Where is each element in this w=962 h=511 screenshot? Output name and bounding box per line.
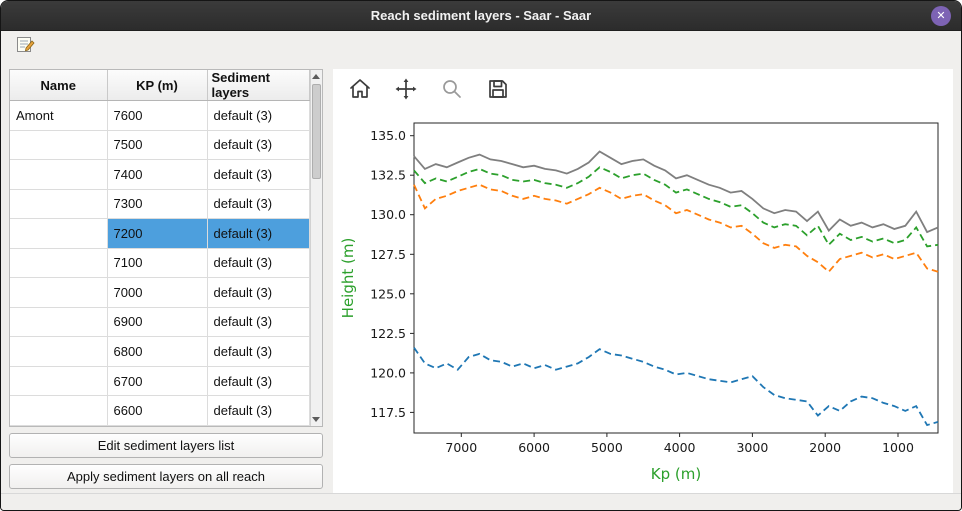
layers-cell[interactable]: default (3) [207, 366, 310, 397]
sediment-table: Name KP (m) Sediment layers Amont 7600 def… [10, 70, 310, 426]
table-row[interactable]: 7300 default (3) [10, 189, 310, 220]
svg-text:132.5: 132.5 [370, 168, 406, 183]
layers-cell[interactable]: default (3) [207, 248, 310, 279]
column-header-name[interactable]: Name [10, 70, 108, 101]
kp-cell[interactable]: 6800 [107, 336, 208, 367]
svg-text:122.5: 122.5 [370, 326, 406, 341]
name-cell[interactable] [10, 336, 108, 367]
layers-cell[interactable]: default (3) [207, 130, 310, 161]
svg-text:Height (m): Height (m) [339, 238, 357, 319]
svg-text:130.0: 130.0 [370, 207, 406, 222]
chart-area[interactable]: 7000 6000 5000 4000 3000 2000 1000 117.5 120.0 12… [333, 111, 953, 494]
layers-cell[interactable]: default (3) [207, 395, 310, 426]
name-cell[interactable] [10, 218, 108, 249]
table-row[interactable]: 7500 default (3) [10, 130, 310, 161]
window-title: Reach sediment layers - Saar - Saar [370, 8, 592, 23]
table-row[interactable]: 6700 default (3) [10, 366, 310, 397]
kp-cell[interactable]: 7100 [107, 248, 208, 279]
close-button[interactable]: ✕ [931, 6, 951, 26]
table-scrollbar[interactable] [309, 70, 323, 426]
name-cell[interactable] [10, 307, 108, 338]
name-cell[interactable]: Amont [10, 100, 108, 131]
name-cell[interactable] [10, 159, 108, 190]
apply-sediment-layers-button[interactable]: Apply sediment layers on all reach [9, 464, 323, 489]
scroll-down-arrow-icon[interactable] [311, 413, 323, 426]
kp-cell[interactable]: 7200 [107, 218, 208, 249]
table-body: Amont 7600 default (3) 7500 default (3) 7400 d… [10, 100, 310, 426]
edit-sediment-layers-button[interactable] [13, 34, 37, 58]
table-row[interactable]: Amont 7600 default (3) [10, 100, 310, 131]
svg-text:4000: 4000 [664, 440, 696, 455]
pan-button[interactable] [391, 75, 421, 105]
kp-cell[interactable]: 6600 [107, 395, 208, 426]
kp-cell[interactable]: 6900 [107, 307, 208, 338]
save-button[interactable] [483, 75, 513, 105]
home-icon [348, 77, 372, 104]
plot-panel: 7000 6000 5000 4000 3000 2000 1000 117.5 120.0 12… [333, 69, 953, 494]
column-header-kp[interactable]: KP (m) [107, 70, 208, 101]
zoom-button[interactable] [437, 75, 467, 105]
svg-text:120.0: 120.0 [370, 365, 406, 380]
top-toolbar [1, 31, 961, 61]
column-header-sediment-layers[interactable]: Sediment layers [207, 70, 310, 101]
sediment-table-box: Name KP (m) Sediment layers Amont 7600 def… [9, 69, 323, 427]
plot-toolbar [333, 69, 953, 111]
svg-text:117.5: 117.5 [370, 405, 406, 420]
svg-text:135.0: 135.0 [370, 128, 406, 143]
name-cell[interactable] [10, 248, 108, 279]
svg-text:2000: 2000 [809, 440, 841, 455]
svg-text:125.0: 125.0 [370, 286, 406, 301]
kp-cell[interactable]: 7600 [107, 100, 208, 131]
table-row[interactable]: 7400 default (3) [10, 159, 310, 190]
main-content: Name KP (m) Sediment layers Amont 7600 def… [1, 61, 961, 494]
table-header-row: Name KP (m) Sediment layers [10, 70, 310, 101]
layers-cell[interactable]: default (3) [207, 100, 310, 131]
zoom-icon [440, 77, 464, 104]
kp-cell[interactable]: 7500 [107, 130, 208, 161]
table-row[interactable]: 6800 default (3) [10, 336, 310, 367]
chart-svg: 7000 6000 5000 4000 3000 2000 1000 117.5 120.0 12… [339, 122, 939, 483]
layers-cell[interactable]: default (3) [207, 277, 310, 308]
name-cell[interactable] [10, 395, 108, 426]
kp-cell[interactable]: 7400 [107, 159, 208, 190]
edit-sediment-layers-list-button[interactable]: Edit sediment layers list [9, 433, 323, 458]
kp-cell[interactable]: 7300 [107, 189, 208, 220]
layers-cell[interactable]: default (3) [207, 336, 310, 367]
edit-note-icon [16, 35, 35, 57]
svg-text:6000: 6000 [518, 440, 550, 455]
layers-cell[interactable]: default (3) [207, 159, 310, 190]
name-cell[interactable] [10, 130, 108, 161]
close-icon: ✕ [936, 9, 946, 22]
name-cell[interactable] [10, 366, 108, 397]
name-cell[interactable] [10, 189, 108, 220]
save-icon [486, 77, 510, 104]
scroll-up-arrow-icon[interactable] [311, 70, 323, 83]
svg-text:127.5: 127.5 [370, 247, 406, 262]
status-bar [1, 493, 961, 510]
table-row[interactable]: 6900 default (3) [10, 307, 310, 338]
titlebar[interactable]: Reach sediment layers - Saar - Saar ✕ [1, 1, 961, 31]
home-button[interactable] [345, 75, 375, 105]
table-row[interactable]: 7100 default (3) [10, 248, 310, 279]
svg-text:1000: 1000 [882, 440, 914, 455]
svg-text:7000: 7000 [445, 440, 477, 455]
kp-cell[interactable]: 6700 [107, 366, 208, 397]
layers-cell[interactable]: default (3) [207, 218, 310, 249]
svg-text:Kp (m): Kp (m) [651, 465, 701, 483]
name-cell[interactable] [10, 277, 108, 308]
pan-icon [394, 77, 418, 104]
scrollbar-thumb[interactable] [311, 84, 321, 179]
svg-text:3000: 3000 [736, 440, 768, 455]
table-row[interactable]: 7000 default (3) [10, 277, 310, 308]
svg-text:5000: 5000 [591, 440, 623, 455]
table-row[interactable]: 7200 default (3) [10, 218, 310, 249]
table-row[interactable]: 6600 default (3) [10, 395, 310, 426]
kp-cell[interactable]: 7000 [107, 277, 208, 308]
layers-cell[interactable]: default (3) [207, 189, 310, 220]
layers-cell[interactable]: default (3) [207, 307, 310, 338]
left-panel: Name KP (m) Sediment layers Amont 7600 def… [9, 69, 323, 494]
